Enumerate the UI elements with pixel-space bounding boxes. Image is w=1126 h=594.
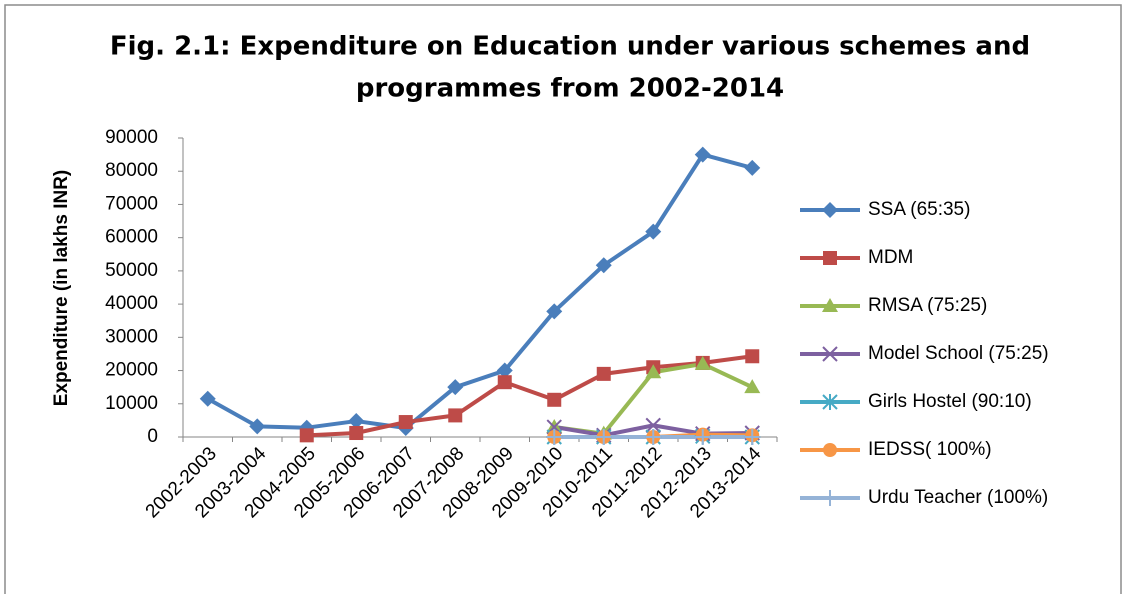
- chart-title: programmes from 2002-2014: [356, 74, 784, 104]
- legend-label: Girls Hostel (90:10): [868, 391, 1032, 412]
- y-tick-label: 70000: [105, 193, 158, 214]
- marker: [645, 364, 662, 379]
- legend-label: Model School (75:25): [868, 343, 1049, 364]
- legend-label: RMSA (75:25): [868, 295, 987, 316]
- marker: [348, 413, 365, 430]
- marker: [595, 257, 612, 274]
- marker: [596, 366, 611, 381]
- marker: [645, 223, 662, 240]
- marker: [546, 303, 563, 320]
- marker: [744, 379, 761, 394]
- y-tick-label: 60000: [105, 227, 158, 248]
- series-line: [206, 152, 753, 431]
- chart-title: Fig. 2.1: Expenditure on Education under…: [110, 32, 1030, 62]
- y-axis-label: Expenditure (in lakhs INR): [51, 170, 72, 406]
- y-tick-label: 90000: [105, 127, 158, 148]
- marker: [822, 298, 838, 312]
- y-tick-label: 80000: [105, 160, 158, 181]
- marker: [546, 429, 563, 445]
- chart-frame: [4, 4, 1122, 594]
- marker: [822, 490, 838, 506]
- marker: [694, 146, 711, 163]
- marker: [823, 443, 837, 457]
- marker: [694, 429, 711, 445]
- marker: [645, 417, 661, 434]
- marker: [822, 202, 838, 218]
- marker: [299, 428, 314, 443]
- marker: [645, 429, 662, 445]
- legend-label: SSA (65:35): [868, 199, 970, 220]
- legend-label: Urdu Teacher (100%): [868, 487, 1048, 508]
- marker: [744, 159, 761, 176]
- y-tick-label: 40000: [105, 293, 158, 314]
- y-tick-label: 30000: [105, 326, 158, 347]
- marker: [447, 379, 464, 396]
- marker: [694, 355, 711, 370]
- marker: [595, 429, 612, 445]
- marker: [398, 415, 413, 430]
- legend-label: IEDSS( 100%): [868, 439, 992, 460]
- y-tick-label: 10000: [105, 393, 158, 414]
- marker: [547, 392, 562, 407]
- marker: [822, 346, 838, 362]
- marker: [745, 349, 760, 364]
- series-line: [306, 354, 753, 438]
- y-tick-label: 0: [147, 426, 158, 447]
- marker: [822, 394, 838, 410]
- marker: [497, 375, 512, 390]
- marker: [199, 390, 216, 407]
- marker: [823, 251, 837, 265]
- marker: [349, 426, 364, 441]
- marker: [744, 429, 761, 445]
- y-tick-label: 50000: [105, 260, 158, 281]
- y-tick-label: 20000: [105, 360, 158, 381]
- legend-label: MDM: [868, 247, 913, 268]
- marker: [448, 408, 463, 423]
- marker: [496, 362, 513, 379]
- marker: [249, 418, 266, 435]
